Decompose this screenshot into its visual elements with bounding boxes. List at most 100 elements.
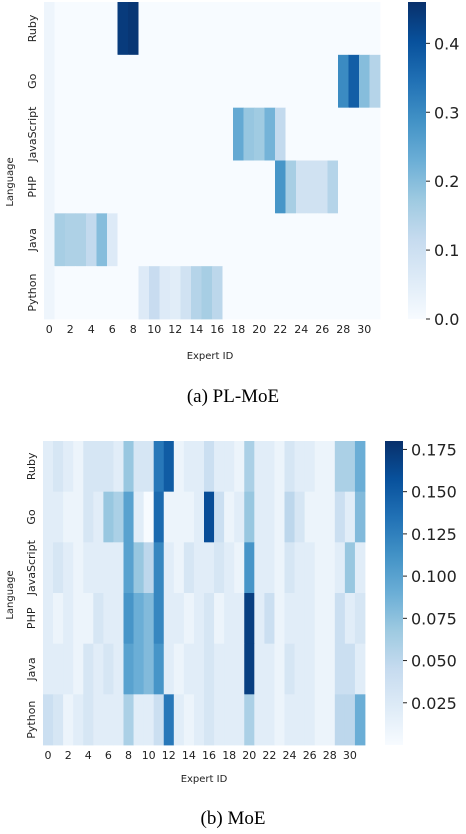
heatmap-cell <box>275 266 286 320</box>
heatmap-cell <box>222 213 234 267</box>
heatmap-cell <box>107 107 118 161</box>
heatmap-cell <box>191 54 202 109</box>
heatmap-cell <box>244 441 255 493</box>
heatmap-cell <box>243 107 255 161</box>
heatmap-cell <box>359 213 370 267</box>
heatmap-cell <box>254 491 265 543</box>
heatmap-cell <box>338 107 349 161</box>
heatmap-cell <box>285 107 297 161</box>
heatmap-cell <box>338 160 349 214</box>
heatmap-cell <box>170 266 181 320</box>
heatmap-cell <box>244 694 255 746</box>
heatmap-cell <box>128 54 139 109</box>
x-tick-label: 2 <box>65 749 72 762</box>
heatmap-cell <box>143 643 155 695</box>
heatmap-cell <box>233 2 244 56</box>
heatmap-cell <box>274 542 285 594</box>
heatmap-cell <box>117 54 129 109</box>
x-tick-labels-b: 0 2 4 6 8 10 12 14 16 18 20 22 24 26 28 30 <box>45 749 357 762</box>
x-axis-label-b: Expert ID <box>181 774 228 785</box>
heatmap-cell <box>53 542 64 594</box>
heatmap-cell <box>233 160 244 214</box>
heatmap-cell <box>107 266 118 320</box>
y-tick-label: Java <box>25 657 38 681</box>
x-tick-label: 22 <box>262 749 276 762</box>
heatmap-cell <box>334 542 346 594</box>
colorbar-gradient <box>408 2 426 319</box>
heatmap-cell <box>43 643 54 695</box>
heatmap-cell <box>327 266 339 320</box>
heatmap-cell <box>143 542 155 594</box>
heatmap-cell <box>173 491 185 543</box>
heatmap-cell <box>354 441 366 493</box>
heatmap-cell <box>170 54 181 109</box>
heatmap-cell <box>264 160 276 214</box>
heatmap-cell <box>317 160 328 214</box>
heatmap-cell <box>133 694 145 746</box>
heatmap-cell <box>234 441 245 493</box>
heatmap-cell <box>75 160 87 214</box>
heatmap-cell <box>285 160 297 214</box>
heatmap-cell <box>159 266 171 320</box>
heatmap-cell <box>163 593 175 645</box>
heatmap-cell <box>96 2 108 56</box>
heatmap-cell <box>354 491 366 543</box>
heatmap-cell <box>254 107 265 161</box>
heatmap-cell <box>43 694 54 746</box>
heatmap-cell <box>133 542 145 594</box>
heatmap-cell <box>338 2 349 56</box>
heatmap-cell <box>204 542 215 594</box>
heatmap-cell <box>306 266 318 320</box>
heatmap-cell <box>93 694 104 746</box>
heatmap-cell <box>138 213 150 267</box>
heatmap-cell <box>214 441 225 493</box>
heatmap-cell <box>128 160 139 214</box>
heatmap-cell <box>123 542 134 594</box>
heatmap-cell <box>296 107 307 161</box>
heatmap-cell <box>314 643 326 695</box>
heatmap-cell <box>224 491 235 543</box>
heatmap-cell <box>180 160 192 214</box>
heatmap-cell <box>143 441 155 493</box>
heatmap-cell <box>244 542 255 594</box>
heatmap-cell <box>284 441 295 493</box>
heatmap-cell <box>113 491 124 543</box>
colorbar-ticks-b: 0.025 0.050 0.075 0.100 0.125 0.150 0.175 <box>403 440 457 713</box>
heatmap-cell <box>296 266 307 320</box>
heatmap-cell <box>359 160 370 214</box>
heatmap-cell <box>44 107 55 161</box>
heatmap-cell <box>324 643 336 695</box>
colorbar-tick-label: 0.025 <box>411 694 457 713</box>
heatmap-cell <box>234 542 245 594</box>
heatmap-cell <box>264 694 275 746</box>
colorbar-tick-label: 0.2 <box>434 172 459 191</box>
y-tick-label: Python <box>25 701 38 739</box>
colorbar-tick-label: 0.175 <box>411 440 457 459</box>
heatmap-cell <box>153 491 165 543</box>
heatmap-cell <box>344 441 356 493</box>
heatmap-cell <box>334 491 346 543</box>
heatmap-cell <box>224 694 235 746</box>
heatmap-cell <box>159 213 171 267</box>
heatmap-cell <box>274 694 285 746</box>
heatmap-cell <box>153 593 165 645</box>
heatmap-cell <box>285 54 297 109</box>
heatmap-cell <box>369 54 381 109</box>
heatmap-cell <box>212 266 223 320</box>
heatmap-cell <box>96 160 108 214</box>
heatmap-cell <box>304 542 316 594</box>
heatmap-cell <box>153 441 165 493</box>
heatmap-cell <box>275 2 286 56</box>
heatmap-cell <box>149 213 160 267</box>
heatmap-cell <box>113 542 124 594</box>
heatmap-cell <box>274 491 285 543</box>
heatmap-cell <box>324 491 336 543</box>
heatmap-cell <box>354 694 366 746</box>
heatmap-cell <box>191 107 202 161</box>
heatmap-cell <box>214 593 225 645</box>
heatmap-cell <box>264 266 276 320</box>
heatmap-cell <box>243 54 255 109</box>
heatmap-cell <box>234 593 245 645</box>
heatmap-cell <box>107 160 118 214</box>
heatmap-cell <box>96 54 108 109</box>
